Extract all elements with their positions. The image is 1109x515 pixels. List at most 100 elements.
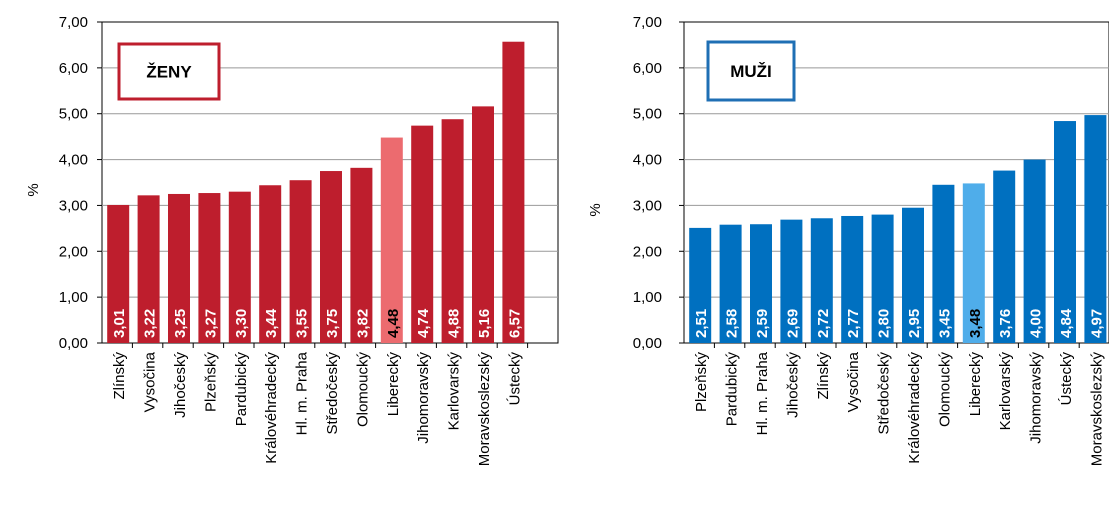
bar-value-label: 3,82: [354, 309, 371, 338]
bar-value-label: 3,75: [324, 309, 341, 338]
y-tick-label: 5,00: [59, 106, 88, 123]
bar-1: [689, 227, 712, 343]
category-label: Plzeňský: [202, 352, 219, 413]
bar-6: [259, 185, 282, 343]
bar-value-label: 3,01: [111, 309, 128, 338]
bar-value-label: 2,77: [845, 309, 862, 338]
category-label: Pardubický: [233, 352, 250, 427]
bar-value-label: 5,16: [476, 309, 493, 338]
bar-3: [168, 193, 190, 343]
y-tick-label: 5,00: [633, 106, 662, 123]
bar-8: [902, 207, 924, 343]
y-tick-label: 7,00: [633, 14, 662, 31]
y-tick-label: 4,00: [59, 152, 88, 169]
y-tick-label: 4,00: [633, 152, 662, 169]
y-tick-label: 3,00: [59, 197, 88, 214]
category-label: Jihomoravský: [415, 352, 432, 444]
bar-value-label: 4,00: [1028, 309, 1045, 338]
category-label: Středočeský: [324, 352, 341, 435]
category-label: Vysočina: [845, 351, 862, 412]
bar-value-label: 2,51: [693, 309, 710, 338]
chart-title: ŽENY: [146, 63, 192, 82]
category-label: Moravskoslezský: [476, 352, 493, 467]
bar-11: [993, 170, 1016, 343]
bar-4: [780, 219, 803, 343]
bar-5: [810, 218, 833, 343]
category-label: Středočeský: [876, 352, 893, 435]
bar-value-label: 3,45: [936, 309, 953, 338]
y-tick-label: 7,00: [59, 14, 88, 31]
bar-11: [411, 125, 434, 343]
category-label: Liberecký: [385, 352, 402, 417]
y-tick-label: 6,00: [633, 60, 662, 77]
bar-9: [932, 184, 955, 343]
category-label: Moravskoslezský: [1088, 352, 1105, 467]
bar-value-label: 2,72: [815, 309, 832, 338]
bar-value-label: 2,59: [754, 309, 771, 338]
bar-2: [137, 195, 160, 343]
bar-7: [289, 180, 312, 343]
bar-12: [441, 119, 464, 344]
category-label: Královéhradecký: [263, 352, 280, 464]
bar-14: [1084, 115, 1107, 343]
bar-value-label: 4,97: [1088, 309, 1105, 338]
category-label: Královéhradecký: [906, 352, 923, 464]
y-tick-label: 6,00: [59, 60, 88, 77]
category-label: Jihočeský: [784, 352, 801, 418]
title-box: [706, 40, 796, 102]
bar-14: [502, 41, 525, 344]
y-tick-label: 3,00: [633, 197, 662, 214]
bar-2: [719, 224, 742, 343]
bar-value-label: 2,80: [876, 309, 893, 338]
bar-value-label: 4,88: [446, 309, 463, 338]
bar-value-label: 4,84: [1058, 308, 1075, 338]
bar-10: [962, 183, 985, 343]
category-label: Ústecký: [1058, 352, 1075, 406]
bar-value-label: 3,44: [263, 308, 280, 338]
bar-value-label: 2,69: [784, 309, 801, 338]
bar-13: [472, 106, 494, 344]
bar-value-label: 4,48: [385, 309, 402, 338]
bar-3: [750, 224, 772, 343]
category-label: Karlovarský: [997, 352, 1014, 431]
category-label: Zlínský: [815, 352, 832, 400]
y-tick-label: 1,00: [59, 289, 88, 306]
bar-8: [320, 171, 342, 343]
category-label: Liberecký: [967, 352, 984, 417]
category-label: Hl. m. Praha: [754, 351, 771, 435]
bar-value-label: 3,55: [294, 309, 311, 338]
category-label: Ústecký: [506, 352, 523, 406]
y-tick-label: 0,00: [633, 335, 662, 352]
y-tick-label: 1,00: [633, 289, 662, 306]
bar-value-label: 3,22: [142, 309, 159, 338]
bar-value-label: 3,25: [172, 309, 189, 338]
category-label: Karlovarský: [446, 352, 463, 431]
chart-title: MUŽI: [730, 62, 772, 81]
y-tick-label: 2,00: [633, 243, 662, 260]
category-label: Zlínský: [111, 352, 128, 400]
y-axis-label: %: [25, 183, 42, 196]
bar-12: [1023, 159, 1046, 343]
y-axis-label: %: [587, 203, 604, 216]
bar-6: [841, 215, 864, 343]
bar-value-label: 4,74: [415, 308, 432, 338]
bar-value-label: 3,30: [233, 309, 250, 338]
category-label: Olomoucký: [354, 352, 371, 428]
bar-value-label: 3,76: [997, 309, 1014, 338]
title-box: [117, 42, 221, 101]
category-label: Hl. m. Praha: [294, 351, 311, 435]
bar-9: [350, 167, 373, 343]
bar-value-label: 2,95: [906, 309, 923, 338]
bar-value-label: 6,57: [506, 309, 523, 338]
category-label: Jihomoravský: [1028, 352, 1045, 444]
y-tick-label: 2,00: [59, 243, 88, 260]
bar-7: [871, 214, 894, 343]
bar-13: [1054, 121, 1076, 344]
category-label: Vysočina: [142, 351, 159, 412]
bar-4: [198, 193, 221, 343]
bar-value-label: 2,58: [724, 309, 741, 338]
bar-5: [228, 191, 251, 343]
bar-1: [107, 204, 130, 343]
